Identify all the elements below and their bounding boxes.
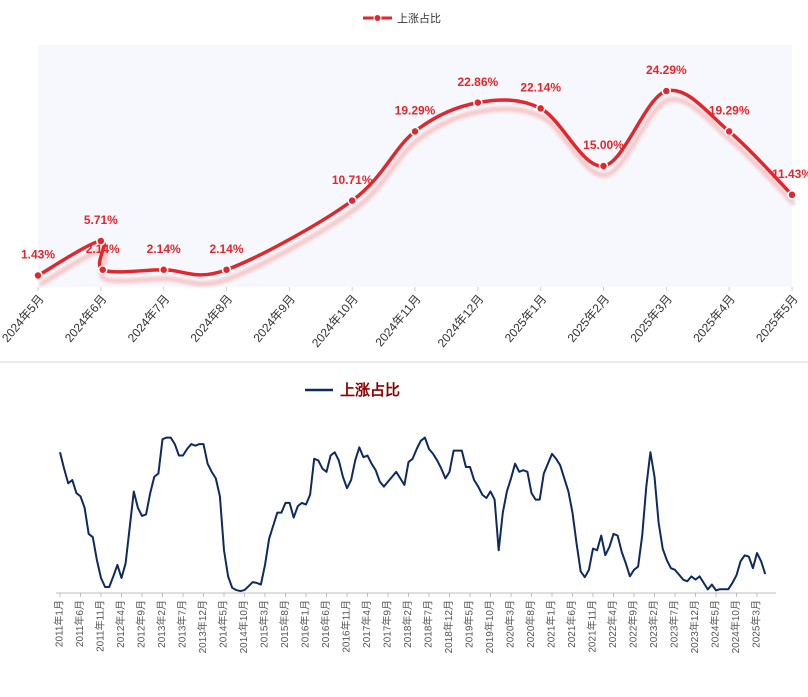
point [661, 86, 672, 96]
x-tick-label: 2016年1月 [299, 600, 312, 648]
x-tick-label: 2022年9月 [627, 600, 640, 648]
point [598, 161, 609, 171]
x-tick-label: 2011年11月 [94, 600, 107, 652]
x-tick-label: 2023年7月 [668, 600, 681, 648]
x-tick-label: 2019年5月 [463, 600, 476, 648]
data-label: 11.43% [772, 167, 808, 181]
point [347, 195, 357, 206]
legend-label: 上涨占比 [340, 381, 400, 399]
x-tick-label: 2022年4月 [606, 600, 619, 648]
plot-area [38, 45, 792, 287]
x-tick-label: 2013年12月 [196, 600, 209, 653]
x-tick-label: 2013年7月 [176, 600, 189, 648]
x-tick-label: 2012年4月 [114, 600, 127, 648]
point [97, 264, 108, 275]
x-tick-label: 2017年4月 [360, 600, 373, 648]
point [724, 126, 734, 137]
x-tick-label: 2021年1月 [545, 600, 558, 648]
x-tick-label: 2019年10月 [483, 600, 496, 653]
x-tick-label: 2018年7月 [422, 600, 435, 648]
x-tick-label: 2014年10月 [237, 600, 250, 653]
x-tick-label: 2021年6月 [565, 600, 578, 648]
point [535, 103, 546, 114]
point [787, 190, 797, 200]
data-label: 1.43% [21, 248, 55, 262]
x-tick-label: 2011年1月 [53, 600, 66, 647]
x-tick-label: 2018年2月 [401, 600, 414, 648]
point [473, 97, 483, 108]
data-label: 19.29% [709, 104, 750, 118]
point [158, 264, 169, 275]
x-tick-label: 2024年10月 [729, 600, 742, 653]
x-tick-label: 2021年11月 [586, 600, 599, 653]
x-tick-label: 2018年12月 [442, 600, 455, 653]
x-tick-label: 2016年11月 [340, 600, 353, 653]
point [33, 270, 43, 281]
point [96, 236, 106, 246]
x-tick-label: 2017年9月 [381, 600, 394, 648]
data-label: 10.71% [332, 173, 373, 187]
data-label: 2.14% [209, 242, 243, 256]
point [410, 126, 420, 137]
data-label: 22.86% [457, 75, 498, 89]
data-label: 22.14% [520, 81, 561, 95]
data-label: 24.29% [646, 63, 687, 77]
line [59, 436, 767, 593]
data-label: 15.00% [583, 138, 624, 152]
x-tick-label: 2023年2月 [647, 600, 660, 648]
x-tick-label: 2015年8月 [278, 600, 291, 648]
x-tick-label: 2024年5月 [709, 600, 722, 648]
data-label: 2.14% [147, 242, 181, 256]
data-label: 19.29% [395, 104, 436, 118]
x-tick-label: 2011年6月 [73, 600, 86, 647]
legend-marker [373, 14, 382, 22]
data-label: 5.71% [84, 213, 118, 227]
line-shadow [38, 96, 796, 287]
x-tick-label: 2013年2月 [155, 600, 168, 648]
data-label: 2.14% [86, 242, 120, 256]
point [221, 264, 232, 275]
x-tick-label: 2020年8月 [524, 600, 537, 648]
x-tick-label: 2023年12月 [688, 600, 701, 653]
legend-label: 上涨占比 [397, 11, 441, 25]
x-tick-label: 2012年9月 [135, 600, 148, 648]
x-tick-label: 2020年3月 [504, 600, 517, 648]
x-tick-label: 2014年5月 [217, 600, 230, 648]
x-tick-label: 2025年3月 [750, 600, 763, 648]
x-tick-label: 2016年6月 [319, 600, 332, 648]
x-tick-label: 2015年3月 [258, 600, 271, 648]
